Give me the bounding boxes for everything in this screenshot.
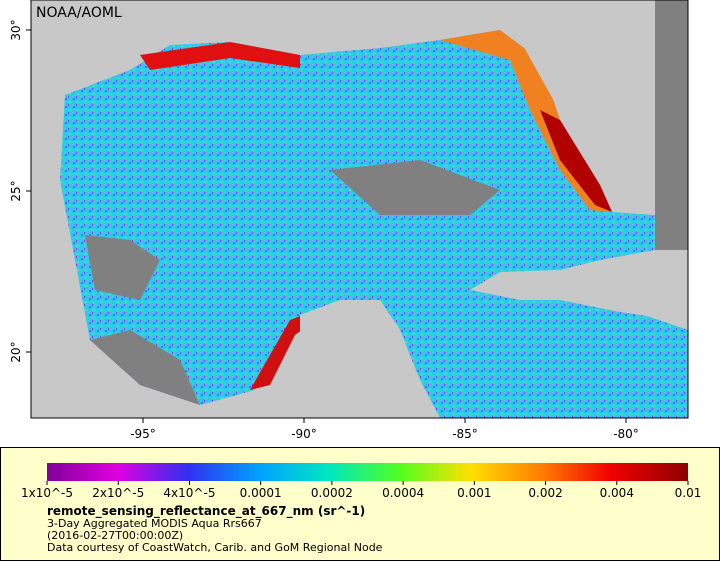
yucatan (300, 300, 420, 418)
lon-tick-label: -90° (291, 427, 317, 441)
turbid-coast (250, 300, 340, 390)
lat-tick-label: 25° (9, 180, 23, 201)
lat-tick-label: 20° (9, 341, 23, 362)
lon-tick-label: -95° (130, 427, 156, 441)
colorbar-label: 0.0001 (240, 486, 282, 500)
no-data (655, 0, 688, 250)
colorbar-label: 0.0002 (311, 486, 353, 500)
axis-ticks: -95° -90° -85° -80° 20° 25° 30° (9, 19, 639, 441)
florida (520, 20, 655, 200)
time: (2016-02-27T00:00:00Z) (47, 529, 183, 542)
colorbar-label: 0.002 (528, 486, 562, 500)
turbid-coast (140, 42, 300, 70)
no-data (90, 330, 200, 405)
colorbar-label: 0.0004 (382, 486, 424, 500)
colorbar-label: 4x10^-5 (163, 486, 215, 500)
variable-name: remote_sensing_reflectance_at_667_nm (sr… (47, 504, 365, 519)
colorbar-label: 2x10^-5 (92, 486, 144, 500)
colorbar-label: 0.01 (675, 486, 702, 500)
credit: NOAA/AOML (36, 5, 122, 21)
colorbar (47, 463, 688, 481)
lon-tick-label: -85° (452, 427, 478, 441)
no-data (330, 160, 500, 215)
colorbar-label: 0.004 (600, 486, 634, 500)
colorbar-label: 1x10^-5 (21, 486, 73, 500)
no-data (85, 235, 160, 300)
lat-tick-label: 30° (9, 19, 23, 40)
source: Data courtesy of CoastWatch, Carib. and … (47, 541, 383, 554)
ocean (60, 30, 688, 418)
map-frame (30, 0, 689, 419)
colorbar-label: 0.001 (457, 486, 491, 500)
turbid-coast (540, 110, 612, 212)
map: NOAA/AOML (30, 0, 689, 419)
colorbar-labels: 1x10^-5 2x10^-5 4x10^-5 0.0001 0.0002 0.0004 0… (21, 481, 701, 500)
description: 3-Day Aggregated MODIS Aqua Rrs667 (47, 517, 262, 530)
cuba (480, 278, 660, 318)
lon-tick-label: -80° (613, 427, 639, 441)
